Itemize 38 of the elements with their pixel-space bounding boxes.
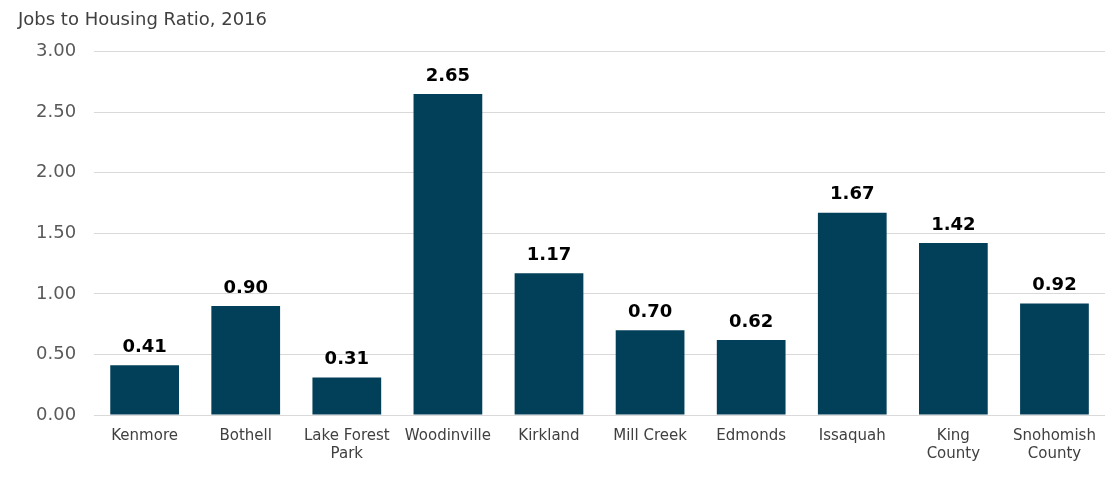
data-label: 0.92 — [1032, 273, 1077, 295]
data-label: 1.67 — [830, 182, 875, 204]
data-label: 2.65 — [425, 63, 471, 85]
x-tick-label: Snohomish County — [1012, 425, 1096, 462]
data-label: 0.41 — [122, 335, 167, 357]
bar — [312, 377, 382, 415]
x-tick-label: Mill Creek — [613, 425, 688, 444]
y-tick-label: 2.00 — [36, 160, 77, 182]
y-tick-label: 2.50 — [36, 99, 77, 121]
bar — [110, 365, 179, 415]
x-tick-label: King County — [926, 425, 981, 462]
bar — [615, 330, 685, 415]
y-tick-label: 0.00 — [36, 402, 77, 424]
bar — [716, 339, 786, 415]
x-tick-label: Kirkland — [518, 425, 580, 444]
y-tick-label: 1.50 — [36, 220, 77, 242]
data-label: 1.42 — [931, 212, 976, 234]
bar — [211, 305, 281, 415]
y-tick-label: 3.00 — [36, 39, 77, 61]
y-tick-label: 0.50 — [36, 342, 77, 364]
x-tick-label: Edmonds — [716, 425, 787, 444]
data-label: 1.17 — [526, 242, 572, 264]
data-label: 0.70 — [627, 299, 673, 321]
x-tick-label: Woodinville — [404, 425, 491, 444]
data-label: 0.90 — [223, 275, 268, 297]
bar — [413, 94, 483, 415]
y-tick-label: 1.00 — [36, 281, 77, 303]
x-tick-label: Lake Forest Park — [303, 425, 390, 462]
x-tick-label: Kenmore — [111, 425, 178, 444]
bar — [514, 273, 584, 415]
data-label: 0.62 — [728, 309, 774, 331]
bar — [1020, 303, 1089, 415]
bar — [918, 242, 988, 415]
chart-title: Jobs to Housing Ratio, 2016 — [17, 8, 267, 30]
x-tick-label: Issaquah — [818, 425, 886, 444]
x-tick-label: Bothell — [219, 425, 272, 444]
bar — [817, 212, 887, 415]
data-label: 0.31 — [324, 347, 370, 369]
